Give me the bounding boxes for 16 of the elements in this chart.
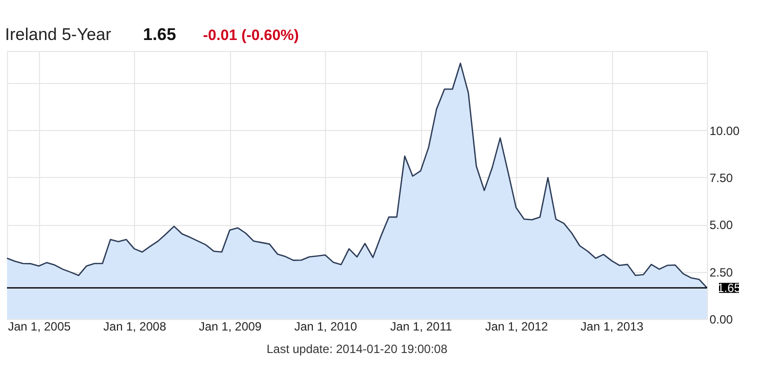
y-tick-label: 2.50	[710, 265, 734, 280]
chart-title: Ireland 5-Year	[5, 25, 112, 44]
x-tick-label: Jan 1, 2013	[580, 320, 644, 334]
y-tick-label: 0.00	[710, 312, 734, 326]
x-tick-label: Jan 1, 2011	[390, 320, 452, 334]
x-tick-label: Jan 1, 2005	[8, 320, 72, 334]
x-tick-label: Jan 1, 2010	[294, 320, 358, 334]
y-tick-label: 10.00	[710, 124, 740, 138]
x-tick-label: Jan 1, 2012	[485, 320, 548, 334]
y-tick-label: 7.50	[710, 170, 734, 185]
y-tick-label: 5.00	[710, 218, 734, 232]
x-tick-label: Jan 1, 2009	[198, 320, 262, 334]
x-tick-label: Jan 1, 2008	[103, 320, 166, 334]
text: 1.65	[143, 25, 176, 44]
text: -0.01 (-0.60%)	[203, 27, 299, 44]
text: Last update: 2014-01-20 19:00:08	[266, 342, 448, 356]
